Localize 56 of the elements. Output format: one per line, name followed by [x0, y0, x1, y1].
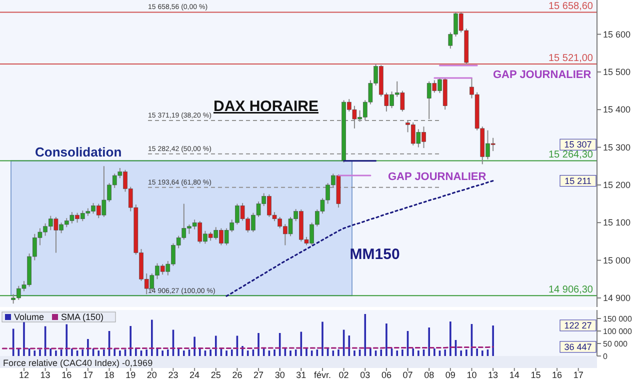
x-tick-label: 23: [168, 370, 178, 379]
x-tick-label: 30: [274, 370, 285, 379]
x-tick-label: 08: [424, 370, 434, 379]
annotation: 122 27: [564, 320, 592, 330]
y-tick-label: 150 000: [603, 314, 632, 324]
ref-line-label: 14 906,30: [548, 284, 594, 296]
y-tick-label: 15 100: [603, 218, 631, 228]
text: DAX HORAIRE: [213, 98, 319, 115]
y-tick-label: 100 000: [603, 327, 632, 336]
x-tick-label: 02: [338, 370, 349, 379]
x-tick-label: 12: [18, 370, 29, 379]
annotation: GAP JOURNALIER: [388, 171, 486, 183]
y-tick-label: 14 900: [603, 292, 631, 303]
x-tick-label: 16: [62, 370, 72, 379]
x-tick-label: 13: [488, 370, 498, 379]
x-tick-label: févr.: [314, 370, 331, 379]
legend-label: SMA (150): [61, 312, 104, 322]
y-tick-label: 15 000: [603, 255, 631, 266]
annotation: 36 447: [564, 342, 592, 352]
x-tick-label: 16: [552, 370, 562, 379]
text: Force relative (CAC40 Index) -0,1969: [3, 358, 153, 368]
y-tick-label: 15 500: [603, 66, 631, 77]
y-tick-label: 15 200: [603, 180, 631, 190]
y-tick-label: 0: [603, 352, 608, 361]
x-tick-label: 27: [254, 370, 264, 379]
y-tick-label: 50 000: [603, 340, 628, 348]
line-series: [226, 180, 494, 297]
x-tick-label: 25: [210, 370, 221, 379]
ref-line-label: 15 264,30: [548, 150, 594, 161]
x-tick-label: 31: [296, 370, 306, 379]
x-tick-label: 19: [126, 370, 136, 379]
x-tick-label: 14: [509, 370, 520, 379]
x-tick-label: 17: [82, 370, 93, 379]
x-tick-label: 18: [104, 370, 114, 379]
y-tick-label: 15 300: [603, 142, 631, 152]
ref-line-label: 15 658,60: [548, 1, 594, 12]
x-tick-label: 20: [146, 370, 157, 379]
band-label: Consolidation: [35, 144, 122, 160]
x-tick-label: 06: [381, 370, 392, 379]
annotation: GAP JOURNALIER: [493, 69, 592, 81]
x-tick-label: 10: [466, 370, 477, 379]
ref-line-label: 15 521,00: [548, 53, 594, 64]
legend-label: Volume: [14, 312, 44, 322]
annotation: 15 211: [564, 176, 592, 186]
y-tick-label: 15 600: [603, 29, 631, 40]
annotation: 15 307: [564, 140, 592, 150]
x-tick-label: 03: [360, 370, 370, 379]
series-label: MM150: [350, 246, 400, 263]
x-tick-label: 24: [190, 370, 200, 379]
x-tick-label: 26: [232, 370, 242, 379]
x-tick-label: 07: [402, 370, 413, 379]
x-tick-label: 13: [40, 370, 50, 379]
x-tick-label: 17: [573, 370, 584, 379]
x-tick-label: 09: [445, 370, 456, 379]
x-tick-label: 15: [530, 370, 541, 379]
y-tick-label: 15 400: [603, 104, 631, 115]
